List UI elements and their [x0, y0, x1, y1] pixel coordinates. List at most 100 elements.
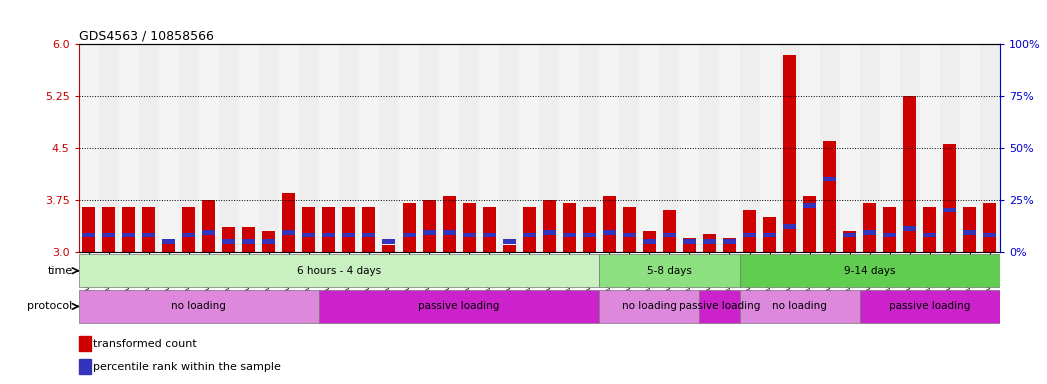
Bar — [263, 231, 275, 252]
Bar — [680, 44, 699, 252]
Bar — [319, 290, 599, 323]
Bar — [82, 233, 95, 237]
Bar — [562, 203, 576, 252]
Bar — [843, 233, 856, 237]
Bar — [542, 230, 556, 235]
Bar — [242, 227, 255, 252]
Bar — [904, 226, 916, 231]
Bar — [303, 233, 315, 237]
Bar — [122, 207, 135, 252]
Bar — [820, 44, 840, 252]
Bar — [739, 290, 860, 323]
Bar — [483, 207, 495, 252]
Bar — [783, 224, 796, 229]
Bar — [322, 233, 335, 237]
Text: GDS4563 / 10858566: GDS4563 / 10858566 — [79, 29, 214, 42]
Bar — [963, 207, 977, 252]
Bar — [298, 44, 319, 252]
Bar — [222, 227, 236, 252]
Bar — [723, 238, 736, 252]
Bar — [423, 230, 436, 235]
Bar — [519, 44, 539, 252]
Bar — [803, 196, 816, 252]
Bar — [382, 245, 396, 252]
Bar — [283, 193, 295, 252]
Bar — [142, 207, 155, 252]
Bar — [603, 230, 616, 235]
Bar — [823, 141, 837, 252]
Text: passive loading: passive loading — [678, 301, 760, 311]
Bar — [703, 234, 716, 252]
Bar — [342, 207, 355, 252]
Bar — [863, 203, 876, 252]
Bar — [559, 44, 579, 252]
Bar — [79, 254, 599, 287]
Bar — [960, 44, 980, 252]
Bar — [904, 96, 916, 252]
Bar — [142, 233, 155, 237]
Bar — [940, 44, 960, 252]
Bar — [82, 207, 95, 252]
Bar — [242, 239, 255, 243]
Bar — [640, 44, 660, 252]
Bar — [102, 233, 115, 237]
Bar — [943, 208, 956, 212]
Bar — [899, 44, 919, 252]
Bar — [599, 290, 699, 323]
Bar — [102, 207, 115, 252]
Bar — [623, 233, 636, 237]
Bar — [884, 233, 896, 237]
Bar — [419, 44, 439, 252]
Bar — [583, 207, 596, 252]
Bar — [840, 44, 860, 252]
Bar — [963, 230, 977, 235]
Bar — [499, 44, 519, 252]
Bar — [623, 207, 636, 252]
Text: transformed count: transformed count — [93, 339, 197, 349]
Bar — [382, 239, 396, 243]
Bar — [159, 44, 179, 252]
Bar — [919, 44, 940, 252]
Bar — [239, 44, 259, 252]
Bar — [579, 44, 599, 252]
Bar — [402, 203, 416, 252]
Bar — [463, 233, 475, 237]
Bar — [603, 196, 616, 252]
Bar — [879, 44, 899, 252]
Bar — [800, 44, 820, 252]
Bar — [423, 200, 436, 252]
Bar — [322, 207, 335, 252]
Bar — [399, 44, 419, 252]
Bar — [402, 233, 416, 237]
Text: passive loading: passive loading — [889, 301, 971, 311]
Bar — [620, 44, 640, 252]
Bar — [683, 239, 696, 243]
Bar — [463, 203, 475, 252]
Bar — [522, 207, 536, 252]
Bar — [759, 44, 780, 252]
Bar — [443, 196, 455, 252]
Bar — [699, 290, 739, 323]
Bar — [359, 44, 379, 252]
Bar — [763, 217, 776, 252]
Bar — [923, 233, 936, 237]
Text: no loading: no loading — [772, 301, 827, 311]
Bar — [118, 44, 138, 252]
Bar — [379, 44, 399, 252]
Bar — [179, 44, 199, 252]
Text: time: time — [47, 266, 72, 276]
Bar — [79, 290, 319, 323]
Bar — [860, 44, 879, 252]
Bar — [539, 44, 559, 252]
Text: 5-8 days: 5-8 days — [647, 266, 692, 276]
Bar — [780, 44, 800, 252]
Bar — [162, 239, 175, 243]
Bar — [480, 44, 499, 252]
Bar — [122, 233, 135, 237]
Bar — [319, 44, 339, 252]
Bar — [79, 44, 98, 252]
Bar — [362, 233, 376, 237]
Bar — [263, 239, 275, 243]
Bar — [459, 44, 480, 252]
Bar — [303, 207, 315, 252]
